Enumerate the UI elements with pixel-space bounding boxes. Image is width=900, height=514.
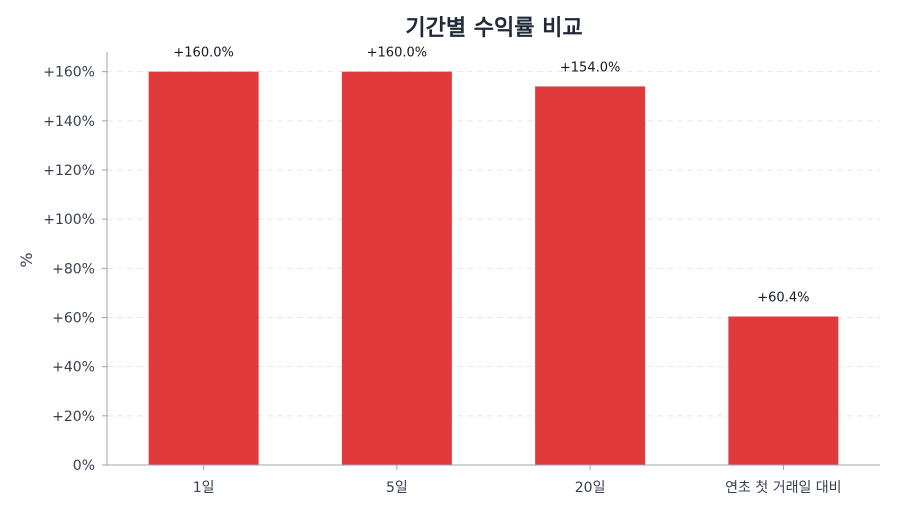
bars: [148, 71, 839, 466]
y-tick-label: 0%: [73, 458, 95, 474]
x-tick-label: 연초 첫 거래일 대비: [725, 480, 841, 496]
x-tick-label: 20일: [575, 480, 606, 496]
bar: [535, 86, 646, 466]
bar: [148, 71, 259, 466]
x-tick-label: 1일: [193, 480, 215, 496]
y-tick-labels: 0% +20% +40% +60% +80% +100% +120% +140% +160%: [43, 65, 95, 474]
data-label: +160.0%: [367, 46, 427, 61]
y-tick-label: +100%: [43, 212, 95, 228]
y-tick-label: +60%: [52, 311, 95, 327]
y-axis-label: %: [17, 252, 36, 267]
data-labels: +160.0% +160.0% +154.0% +60.4%: [173, 46, 809, 306]
bar: [728, 316, 839, 465]
y-tick-label: +140%: [43, 114, 95, 130]
y-tick-label: +160%: [43, 65, 95, 81]
axes: [102, 52, 880, 470]
chart-title: 기간별 수익률 비교: [405, 16, 582, 41]
x-tick-label: 5일: [386, 480, 408, 496]
data-label: +160.0%: [173, 46, 233, 61]
y-tick-label: +120%: [43, 163, 95, 179]
data-label: +154.0%: [560, 60, 620, 75]
data-label: +60.4%: [757, 291, 809, 306]
y-tick-label: +20%: [52, 409, 95, 425]
y-tick-label: +80%: [52, 261, 95, 277]
y-tick-label: +40%: [52, 360, 95, 376]
x-tick-labels: 1일 5일 20일 연초 첫 거래일 대비: [193, 480, 842, 496]
bar: [341, 71, 452, 466]
